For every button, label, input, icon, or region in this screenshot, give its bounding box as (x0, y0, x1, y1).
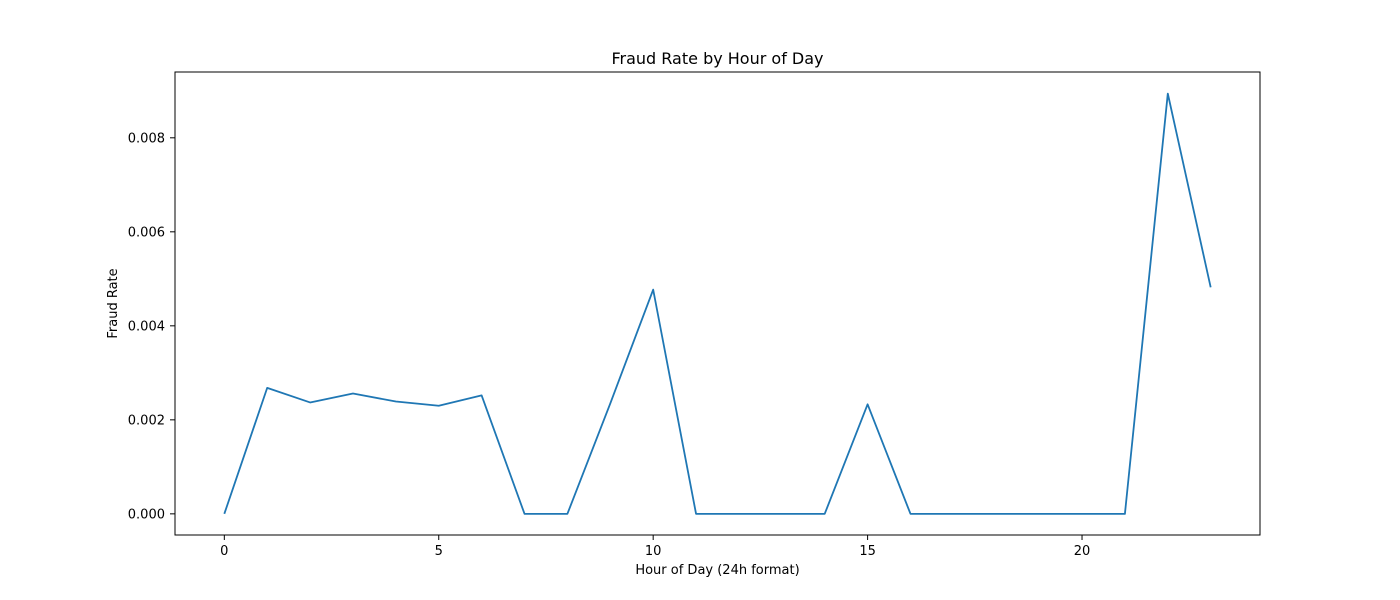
x-tick-label: 5 (435, 544, 443, 559)
y-tick-label: 0.004 (128, 319, 165, 334)
y-tick-label: 0.006 (128, 225, 165, 240)
y-tick-label: 0.002 (128, 413, 165, 428)
ticks-layer: 0 5 10 15 20 0.000 0.002 0.004 0.006 0.008 (128, 131, 1091, 559)
y-tick-label: 0.008 (128, 131, 165, 146)
x-tick-label: 0 (220, 544, 228, 559)
x-tick-label: 15 (859, 544, 876, 559)
x-axis-label: Hour of Day (24h format) (635, 563, 799, 578)
plot-area-frame (174, 71, 1261, 536)
y-tick-label: 0.000 (128, 507, 165, 522)
x-tick-label: 20 (1074, 544, 1091, 559)
series-layer (223, 92, 1212, 515)
series-line-0 (223, 92, 1212, 515)
x-tick-label: 10 (645, 544, 662, 559)
chart-title: Fraud Rate by Hour of Day (611, 49, 823, 68)
y-axis-label: Fraud Rate (106, 268, 121, 338)
